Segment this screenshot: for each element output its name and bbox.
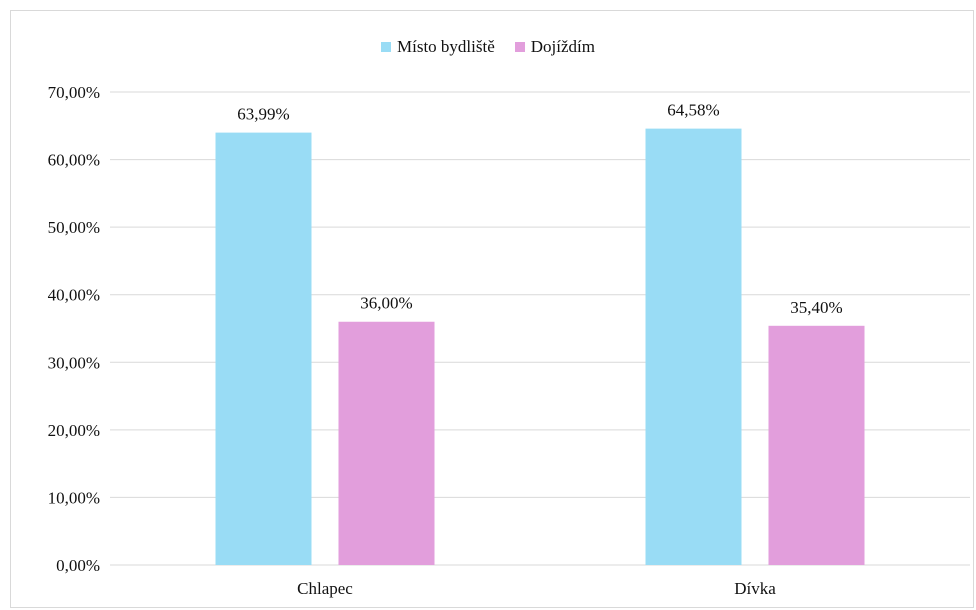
legend-swatch-dojizdim xyxy=(514,42,525,52)
legend-label-misto-bydliste: Místo bydliště xyxy=(397,37,495,56)
y-tick-label: 20,00% xyxy=(48,421,100,440)
y-tick-label: 40,00% xyxy=(48,286,100,305)
legend-swatch-misto-bydliste xyxy=(381,42,391,52)
bar xyxy=(768,325,865,565)
y-tick-label: 10,00% xyxy=(48,488,100,507)
legend: Místo bydliště Dojíždím xyxy=(0,34,976,60)
bar xyxy=(215,132,312,566)
bar xyxy=(338,321,435,565)
y-tick-label: 50,00% xyxy=(48,218,100,237)
legend-label-dojizdim: Dojíždím xyxy=(530,37,595,56)
legend-item-dojizdim: Dojíždím xyxy=(514,37,595,57)
y-tick-label: 60,00% xyxy=(48,151,100,170)
data-label: 35,40% xyxy=(790,298,842,317)
y-tick-label: 30,00% xyxy=(48,353,100,372)
y-tick-label: 0,00% xyxy=(56,556,100,575)
data-label: 36,00% xyxy=(360,294,412,313)
y-tick-label: 70,00% xyxy=(48,83,100,102)
legend-item-misto-bydliste: Místo bydliště xyxy=(381,37,495,57)
x-tick-label: Chlapec xyxy=(297,579,353,598)
x-tick-label: Dívka xyxy=(734,579,776,598)
data-label: 64,58% xyxy=(667,101,719,120)
data-label: 63,99% xyxy=(237,105,289,124)
bar xyxy=(645,128,742,565)
